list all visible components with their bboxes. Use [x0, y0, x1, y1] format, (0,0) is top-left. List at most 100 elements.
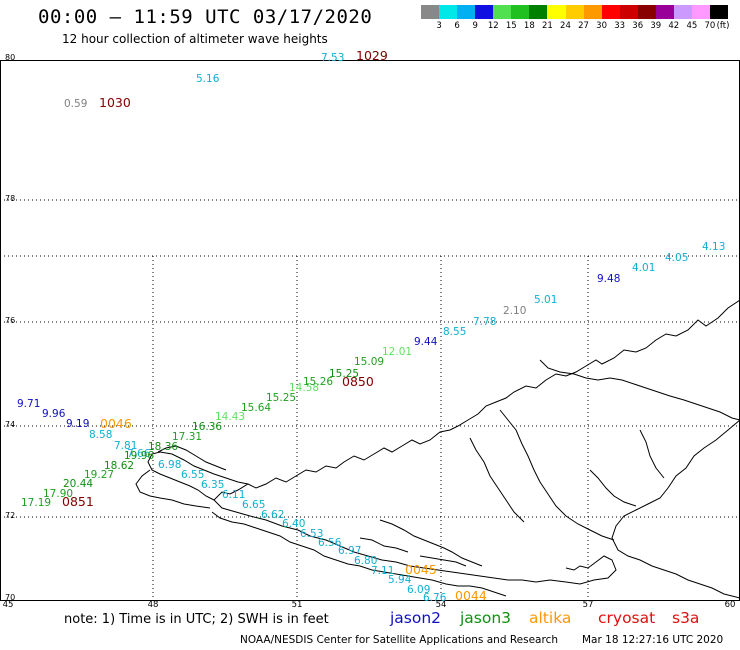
- legend-swatch: [691, 5, 710, 19]
- mission-jason2: jason2: [390, 609, 442, 627]
- wave-height-value: 4.13: [702, 241, 726, 253]
- legend-swatch: [511, 5, 530, 19]
- lon-label-48: 48: [147, 600, 159, 610]
- lat-label-80: 80: [5, 53, 16, 62]
- mission-altika: altika: [529, 609, 572, 627]
- mission-s3a: s3a: [672, 609, 700, 627]
- legend-tick-label: 36: [632, 21, 644, 31]
- wave-height-value: 6.55: [181, 469, 205, 481]
- pass-time-label: 0851: [62, 494, 94, 509]
- wave-height-value: 0.59: [64, 98, 88, 110]
- legend-swatch: [673, 5, 692, 19]
- pass-time-label: 0046: [100, 416, 132, 431]
- legend-tick-label: 9: [472, 21, 478, 31]
- wave-height-value: 6.65: [242, 499, 266, 511]
- legend-tick-label: 30: [596, 21, 607, 31]
- wave-height-value: 6.09: [407, 584, 431, 596]
- wave-height-value: 6.40: [282, 518, 306, 530]
- map-title: 00:00 – 11:59 UTC 03/17/2020: [38, 6, 373, 28]
- wave-height-value: 9.19: [66, 418, 90, 430]
- map-subtitle: 12 hour collection of altimeter wave hei…: [62, 32, 328, 46]
- wave-height-value: 6.53: [300, 528, 324, 540]
- wave-height-value: 8.58: [89, 429, 113, 441]
- wave-height-value: 4.01: [632, 262, 656, 274]
- wave-height-value: 7.11: [371, 565, 395, 577]
- graticule: [0, 199, 740, 600]
- lon-label-51: 51: [291, 600, 303, 610]
- legend-swatch: [493, 5, 512, 19]
- wave-height-value: 15.25: [266, 392, 297, 404]
- wave-height-value: 15.64: [241, 402, 272, 414]
- legend-swatch: [601, 5, 620, 19]
- pass-time-label: 0044: [455, 588, 487, 603]
- legend-swatch: [439, 5, 458, 19]
- wave-height-value: 17.19: [21, 497, 52, 509]
- wave-height-value: 19.27: [84, 469, 115, 481]
- wave-height-value: 6.98: [158, 459, 182, 471]
- legend-swatch: [637, 5, 656, 19]
- pass-time-label: 1029: [356, 48, 388, 63]
- legend-swatch: [583, 5, 602, 19]
- wave-height-value: 9.96: [42, 408, 66, 420]
- wave-height-value: 4.05: [665, 252, 689, 264]
- wave-height-value: 6.97: [338, 545, 362, 557]
- wave-height-value: 14.43: [215, 411, 246, 423]
- legend-tick-label: 70: [704, 21, 716, 31]
- wave-height-value: 7.66: [127, 448, 151, 460]
- legend-tick-label: 27: [578, 21, 589, 31]
- legend-tick-label: 3: [436, 21, 442, 31]
- lat-label-70: 70: [5, 593, 16, 602]
- wave-height-value: 6.11: [222, 489, 246, 501]
- legend-swatch: [565, 5, 584, 19]
- legend-tick-label: 6: [454, 21, 460, 31]
- mission-jason3: jason3: [460, 609, 512, 627]
- wave-height-value: 9.71: [17, 398, 41, 410]
- mission-cryosat: cryosat: [598, 609, 656, 627]
- wave-height-value: 15.25: [329, 368, 360, 380]
- legend-tick-label: 21: [541, 21, 553, 31]
- legend-tick-label: 42: [668, 21, 680, 31]
- lon-label-60: 60: [724, 600, 736, 610]
- lon-label-54: 54: [435, 600, 447, 610]
- wave-height-value: 2.10: [503, 305, 527, 317]
- wave-height-value: 6.76: [423, 592, 447, 604]
- lat-label-72: 72: [5, 511, 16, 520]
- wave-height-value: 7.53: [321, 52, 345, 64]
- wave-height-value: 6.35: [201, 479, 225, 491]
- wave-height-value: 14.58: [289, 382, 320, 394]
- legend-tick-label: 18: [523, 21, 535, 31]
- wave-height-value: 17.31: [172, 431, 203, 443]
- lat-label-78: 78: [5, 194, 16, 203]
- wave-height-value: 5.16: [196, 73, 220, 85]
- legend-swatch: [475, 5, 494, 19]
- wave-height-value: 15.09: [354, 356, 385, 368]
- legend-swatch: [421, 5, 440, 19]
- legend-tick-label: 15: [505, 21, 517, 31]
- lon-label-45: 45: [2, 600, 14, 610]
- legend-tick-label: 33: [614, 21, 626, 31]
- wave-height-value: 19.96: [124, 450, 155, 462]
- legend-tick-label: 39: [650, 21, 662, 31]
- legend-swatch: [710, 5, 729, 19]
- legend-swatch: [547, 5, 566, 19]
- wave-height-value: 16.36: [192, 421, 223, 433]
- lat-label-76: 76: [5, 316, 16, 325]
- legend-swatch: [655, 5, 674, 19]
- wave-height-value: 6.56: [318, 537, 342, 549]
- wave-height-value: 18.36: [148, 441, 179, 453]
- wave-height-value: 5.01: [534, 294, 558, 306]
- wave-height-value: 17.90: [43, 488, 74, 500]
- color-scale-legend: [421, 5, 729, 19]
- lon-label-57: 57: [582, 600, 594, 610]
- wave-height-value: 5.94: [388, 574, 412, 586]
- wave-height-value: 18.62: [104, 460, 135, 472]
- lat-label-74: 74: [5, 420, 16, 429]
- legend-swatch: [529, 5, 548, 19]
- legend-tick-label: 12: [487, 21, 499, 31]
- pass-time-label: 0045: [405, 562, 437, 577]
- footer-credit: NOAA/NESDIS Center for Satellite Applica…: [240, 634, 558, 646]
- wave-height-value: 9.44: [414, 336, 438, 348]
- note-text: note: 1) Time is in UTC; 2) SWH is in fe…: [64, 612, 329, 627]
- wave-height-value: 8.55: [443, 326, 467, 338]
- wave-height-value: 20.44: [63, 478, 94, 490]
